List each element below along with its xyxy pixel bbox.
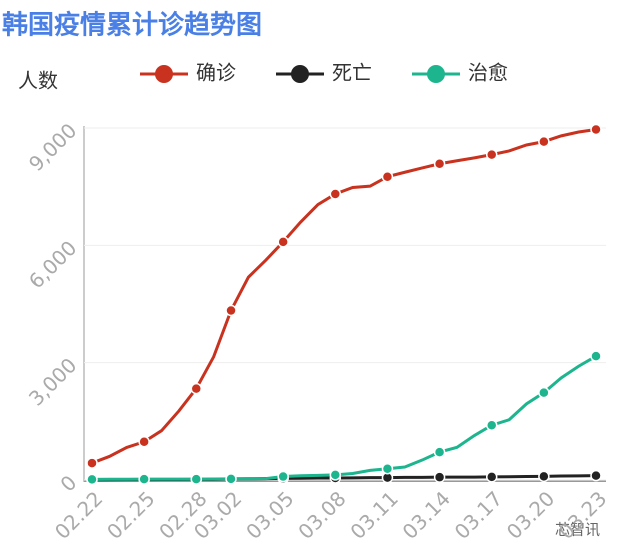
x-tick-label: 03.08 bbox=[293, 486, 350, 543]
legend-marker bbox=[155, 65, 173, 83]
series-line bbox=[91, 128, 597, 465]
legend-marker bbox=[291, 65, 309, 83]
y-tick-label: 3,000 bbox=[24, 353, 81, 410]
point-marker bbox=[225, 304, 237, 317]
point-marker bbox=[329, 469, 342, 481]
point-marker bbox=[381, 462, 394, 475]
x-tick-label: 03.14 bbox=[398, 486, 455, 543]
point-marker bbox=[433, 446, 446, 458]
watermark: 芯智讯 bbox=[555, 521, 600, 539]
point-marker bbox=[485, 148, 498, 161]
x-tick-label: 03.05 bbox=[241, 486, 298, 543]
point-marker bbox=[433, 471, 446, 483]
point-marker bbox=[590, 350, 602, 362]
point-marker bbox=[538, 135, 550, 148]
point-marker bbox=[225, 473, 237, 485]
point-marker bbox=[485, 419, 498, 431]
x-tick-label: 03.20 bbox=[502, 486, 559, 543]
chart-title: 韩国疫情累计诊趋势图 bbox=[2, 10, 262, 41]
x-tick-label: 03.17 bbox=[450, 486, 507, 543]
point-marker bbox=[86, 457, 98, 469]
y-tick-label: 9,000 bbox=[24, 118, 81, 175]
point-marker bbox=[329, 188, 342, 200]
legend-label: 死亡 bbox=[332, 61, 372, 85]
legend-label: 治愈 bbox=[468, 61, 508, 85]
point-marker bbox=[277, 236, 289, 248]
legend-marker bbox=[427, 65, 445, 83]
y-axis-label: 人数 bbox=[18, 69, 58, 93]
x-tick-label: 02.22 bbox=[50, 486, 107, 543]
point-marker bbox=[190, 382, 203, 395]
series-line bbox=[91, 354, 597, 481]
point-marker bbox=[190, 473, 203, 485]
point-marker bbox=[86, 473, 98, 486]
point-marker bbox=[277, 470, 289, 483]
y-tick-label: 6,000 bbox=[24, 236, 81, 293]
y-tick-label: 0 bbox=[55, 470, 81, 496]
legend-label: 确诊 bbox=[196, 61, 236, 85]
point-marker bbox=[538, 470, 550, 483]
point-marker bbox=[433, 157, 446, 170]
point-marker bbox=[381, 170, 394, 183]
x-tick-label: 03.11 bbox=[345, 486, 402, 543]
point-marker bbox=[538, 386, 550, 399]
point-marker bbox=[590, 469, 602, 482]
point-marker bbox=[138, 436, 150, 448]
x-tick-label: 02.25 bbox=[102, 486, 159, 543]
point-marker bbox=[485, 471, 498, 483]
point-marker bbox=[138, 473, 150, 485]
point-marker bbox=[590, 123, 602, 136]
